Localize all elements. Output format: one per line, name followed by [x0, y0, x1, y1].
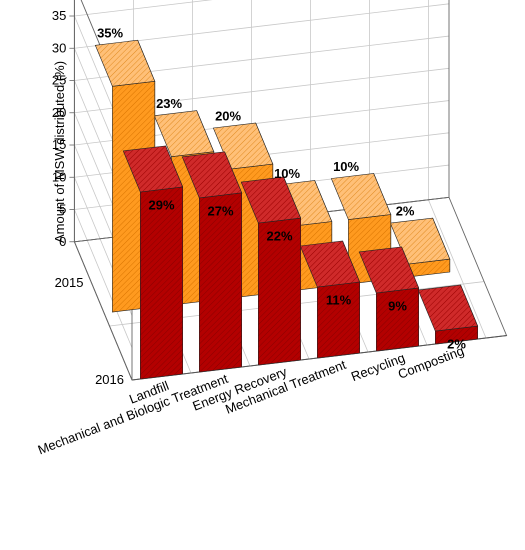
bar-2016-4 — [299, 240, 361, 359]
y-tick-label: 20 — [52, 105, 66, 120]
data-label: 27% — [207, 203, 233, 218]
bar-2016-1 — [122, 145, 184, 380]
bar-top-face — [417, 284, 479, 332]
bar-top-face — [358, 246, 420, 294]
labels-layer: 2% 10% 10% 20% 23% 35% 2% 9% 11% 22% 27% 29% — [97, 26, 466, 352]
data-label: 29% — [148, 197, 174, 212]
depth-axis-label: 2016 — [95, 372, 124, 387]
data-label: 10% — [274, 166, 300, 181]
bar-top-face — [94, 39, 156, 87]
data-label: 35% — [97, 26, 123, 41]
bar-2015-6 — [389, 217, 451, 278]
y-tick-label: 10 — [52, 169, 66, 184]
data-label: 11% — [326, 293, 352, 308]
y-tick-label: 15 — [52, 137, 66, 152]
bar-top-face — [240, 176, 302, 224]
bar-2016-6 — [417, 284, 479, 345]
y-tick-label: 25 — [52, 73, 66, 88]
y-tick-label: 30 — [52, 40, 66, 55]
bars-layer — [94, 39, 479, 380]
bar-2016-3 — [240, 176, 302, 366]
bar-top-face — [122, 145, 184, 193]
data-label: 22% — [266, 229, 292, 244]
y-tick-label: 0 — [59, 234, 66, 249]
data-label: 20% — [215, 108, 241, 123]
bar-front-face — [375, 287, 420, 352]
y-tick-label: 5 — [59, 202, 66, 217]
back-wall-gridline — [74, 0, 213, 17]
data-label: 2% — [447, 337, 466, 352]
data-label: 9% — [388, 298, 407, 313]
bar-front-face — [140, 186, 183, 380]
bar-top-face — [181, 151, 243, 199]
category-label: Mechanical and Biologic Treatment — [36, 371, 231, 458]
bar-2016-5 — [358, 246, 420, 352]
bar-top-face — [330, 173, 392, 220]
bar-top-face — [153, 110, 215, 158]
data-label: 10% — [333, 159, 359, 174]
y-tick-label: 35 — [52, 8, 66, 23]
bar-front-face — [199, 192, 242, 373]
depth-axis-label: 2015 — [55, 275, 84, 290]
data-label: 2% — [396, 203, 415, 218]
data-label: 23% — [156, 96, 182, 111]
floor-gridline — [428, 199, 487, 339]
y-axis-title: Amount of MSW distributed (%) — [52, 61, 67, 243]
bar-2016-2 — [181, 151, 243, 373]
bar-top-face — [299, 240, 361, 288]
